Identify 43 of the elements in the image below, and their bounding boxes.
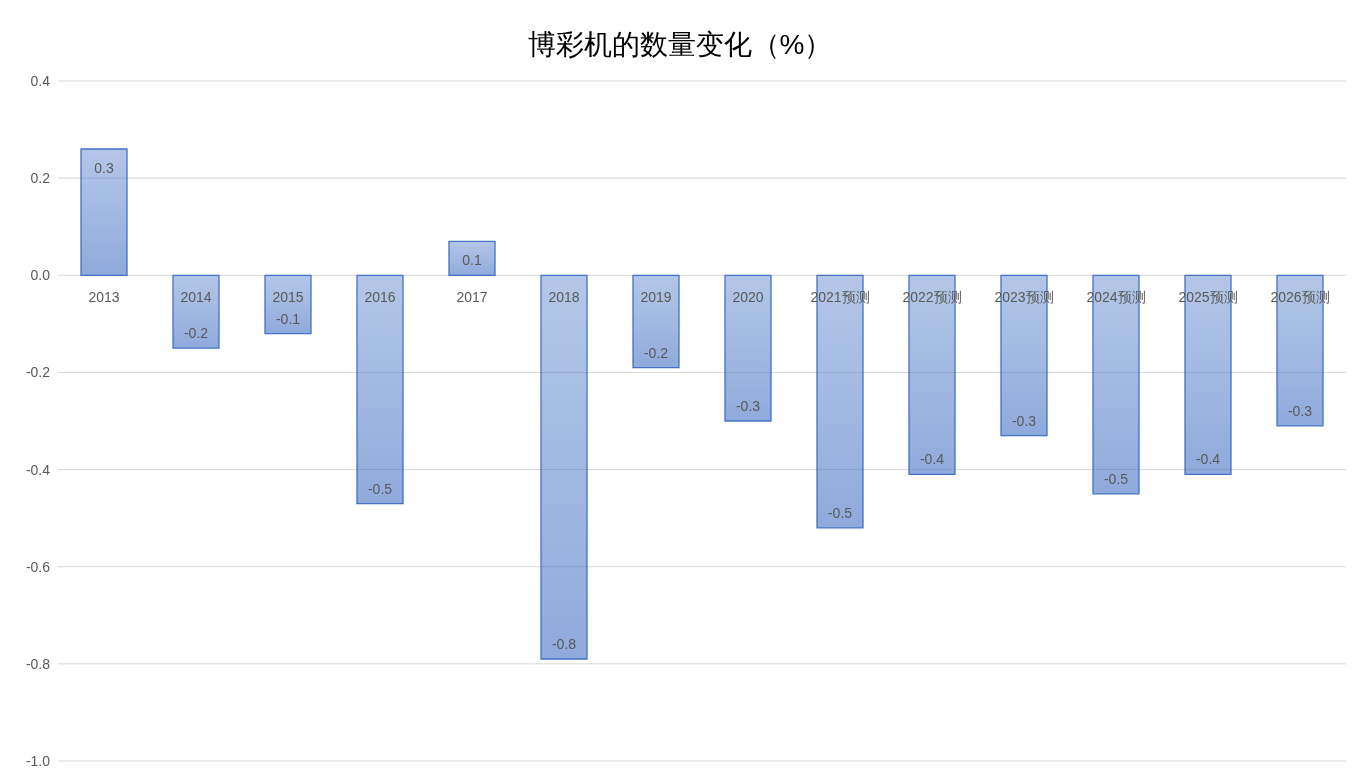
y-tick-label: -1.0 [25, 752, 51, 769]
bar [632, 274, 680, 369]
bar [540, 274, 588, 660]
bar [724, 274, 772, 422]
x-tick-label: 2018 [548, 289, 580, 306]
bar [80, 148, 128, 276]
x-tick-label: 2021预测 [810, 289, 870, 306]
data-label: -0.4 [919, 451, 945, 468]
data-label: 0.1 [462, 252, 482, 269]
bar [448, 240, 496, 276]
x-tick-label: 2013 [88, 289, 120, 306]
y-tick-label: -0.8 [25, 655, 51, 672]
x-tick-label: 2020 [732, 289, 764, 306]
data-label: -0.2 [643, 344, 669, 361]
x-tick-label: 2024预测 [1086, 289, 1146, 306]
y-tick-label: -0.4 [25, 461, 51, 478]
x-tick-label: 2019 [640, 289, 672, 306]
data-label: -0.5 [367, 480, 393, 497]
data-label: -0.2 [183, 325, 209, 342]
chart-title: 博彩机的数量变化（%） [527, 29, 833, 60]
x-tick-label: 2017 [456, 289, 488, 306]
x-tick-label: 2014 [180, 289, 212, 306]
data-label: -0.1 [275, 310, 301, 327]
x-tick-label: 2015 [272, 289, 304, 306]
bar [356, 274, 404, 505]
data-label: -0.5 [1103, 470, 1129, 487]
data-label: -0.5 [827, 504, 853, 521]
y-tick-label: -0.2 [25, 364, 51, 381]
x-tick-label: 2022预测 [902, 289, 962, 306]
bar [264, 274, 312, 335]
bar [172, 274, 220, 349]
y-tick-label: 0.0 [30, 267, 51, 284]
data-label: -0.4 [1195, 451, 1221, 468]
data-label: -0.3 [1011, 412, 1037, 429]
x-tick-label: 2016 [364, 289, 396, 306]
data-label: -0.3 [1287, 402, 1313, 419]
y-tick-label: 0.2 [30, 170, 51, 187]
data-label: 0.3 [94, 160, 114, 176]
x-tick-label: 2025预测 [1178, 289, 1238, 306]
y-tick-label: 0.4 [30, 72, 51, 89]
data-label: -0.3 [735, 398, 761, 414]
data-label: -0.8 [551, 636, 577, 652]
y-tick-label: -0.6 [25, 558, 51, 575]
